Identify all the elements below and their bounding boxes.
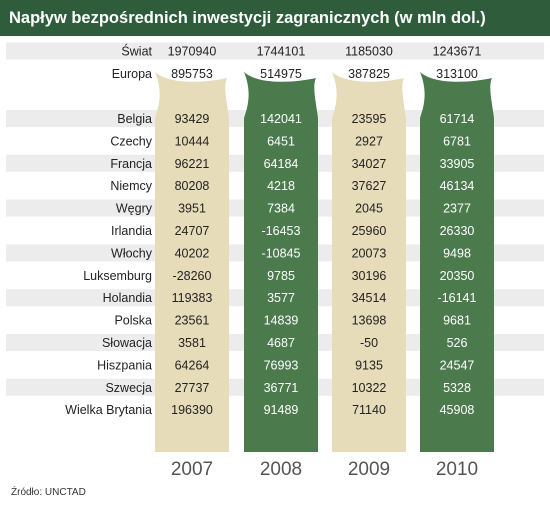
value-cell: 9681 xyxy=(443,314,471,328)
row-label: Węgry xyxy=(116,202,153,216)
value-cell: 27737 xyxy=(175,381,210,395)
value-cell: 80208 xyxy=(175,179,210,193)
value-cell: 76993 xyxy=(264,358,299,372)
column-header-2007: 2007 xyxy=(171,459,213,480)
value-cell: 526 xyxy=(447,336,468,350)
row-label: Francja xyxy=(110,157,152,171)
value-cell: 33905 xyxy=(440,157,475,171)
row-label: Czechy xyxy=(110,134,152,148)
value-cell: 30196 xyxy=(352,269,387,283)
value-cell: 895753 xyxy=(171,67,213,81)
value-cell: 34027 xyxy=(352,157,387,171)
column-band-2010 xyxy=(420,72,494,452)
value-cell: 2927 xyxy=(355,134,383,148)
value-cell: 13698 xyxy=(352,314,387,328)
value-cell: 20350 xyxy=(440,269,475,283)
column-header-2008: 2008 xyxy=(260,459,302,480)
row-stripe xyxy=(6,42,544,60)
value-cell: 24547 xyxy=(440,358,475,372)
row-label: Hiszpania xyxy=(97,358,152,372)
value-cell: -16141 xyxy=(438,291,477,305)
value-cell: 10322 xyxy=(352,381,387,395)
value-cell: 7384 xyxy=(267,202,295,216)
value-cell: -50 xyxy=(360,336,378,350)
value-cell: 387825 xyxy=(348,67,390,81)
column-band-2008 xyxy=(244,72,318,452)
value-cell: 14839 xyxy=(264,314,299,328)
value-cell: 34514 xyxy=(352,291,387,305)
value-cell: 9135 xyxy=(355,358,383,372)
value-cell: 3581 xyxy=(178,336,206,350)
value-cell: 3577 xyxy=(267,291,295,305)
value-cell: 93429 xyxy=(175,112,210,126)
row-label: Szwecja xyxy=(105,381,152,395)
value-cell: 96221 xyxy=(175,157,210,171)
value-cell: -28260 xyxy=(173,269,212,283)
value-cell: 91489 xyxy=(264,403,299,417)
row-label: Słowacja xyxy=(102,336,152,350)
value-cell: 119383 xyxy=(172,291,213,305)
row-label: Niemcy xyxy=(110,179,152,193)
value-cell: 5328 xyxy=(443,381,471,395)
value-cell: 64264 xyxy=(175,358,210,372)
value-cell: 1744101 xyxy=(257,45,306,59)
value-cell: 196390 xyxy=(171,403,213,417)
value-cell: 1243671 xyxy=(433,45,482,59)
value-cell: 36771 xyxy=(264,381,299,395)
year-panel-2007 xyxy=(155,452,229,486)
chart-title: Napływ bezpośrednich inwestycji zagranic… xyxy=(0,0,550,36)
value-cell: 23561 xyxy=(175,314,210,328)
value-cell: 4218 xyxy=(267,179,295,193)
row-label: Irlandia xyxy=(111,224,152,238)
value-cell: 6781 xyxy=(443,134,471,148)
value-cell: 24707 xyxy=(175,224,210,238)
value-cell: 40202 xyxy=(175,246,210,260)
value-cell: 26330 xyxy=(440,224,475,238)
value-cell: 1970940 xyxy=(168,45,217,59)
value-cell: 25960 xyxy=(352,224,387,238)
value-cell: 1185030 xyxy=(345,45,393,59)
value-cell: 20073 xyxy=(352,246,387,260)
row-label: Holandia xyxy=(103,291,152,305)
value-cell: 61714 xyxy=(440,112,475,126)
value-cell: 3951 xyxy=(178,202,206,216)
value-cell: 10444 xyxy=(175,134,210,148)
value-cell: 2045 xyxy=(355,202,383,216)
row-label: Luksemburg xyxy=(83,269,152,283)
row-label: Wielka Brytania xyxy=(65,403,152,417)
row-label: Europa xyxy=(112,67,152,81)
value-cell: 64184 xyxy=(264,157,299,171)
value-cell: 45908 xyxy=(440,403,475,417)
value-cell: -10845 xyxy=(262,246,301,260)
row-label: Polska xyxy=(114,314,152,328)
column-header-2010: 2010 xyxy=(436,459,478,480)
value-cell: 514975 xyxy=(260,67,302,81)
value-cell: -16453 xyxy=(262,224,301,238)
value-cell: 23595 xyxy=(352,112,387,126)
value-cell: 71140 xyxy=(352,403,386,417)
value-cell: 6451 xyxy=(267,134,295,148)
column-band-2009 xyxy=(332,72,406,452)
column-band-2007 xyxy=(155,72,229,452)
year-panel-2009 xyxy=(332,452,406,486)
row-label: Belgia xyxy=(117,112,152,126)
value-cell: 9785 xyxy=(267,269,295,283)
year-panel-2010 xyxy=(420,452,494,486)
value-cell: 313100 xyxy=(436,67,478,81)
row-label: Świat xyxy=(121,44,152,59)
value-cell: 9498 xyxy=(443,246,471,260)
value-cell: 142041 xyxy=(260,112,302,126)
source-note: Źródło: UNCTAD xyxy=(11,487,86,498)
value-cell: 46134 xyxy=(440,179,475,193)
year-panel-2008 xyxy=(244,452,318,486)
value-cell: 4687 xyxy=(267,336,295,350)
value-cell: 37627 xyxy=(352,179,387,193)
row-label: Włochy xyxy=(111,246,153,260)
value-cell: 2377 xyxy=(443,202,471,216)
column-header-2009: 2009 xyxy=(348,459,390,480)
